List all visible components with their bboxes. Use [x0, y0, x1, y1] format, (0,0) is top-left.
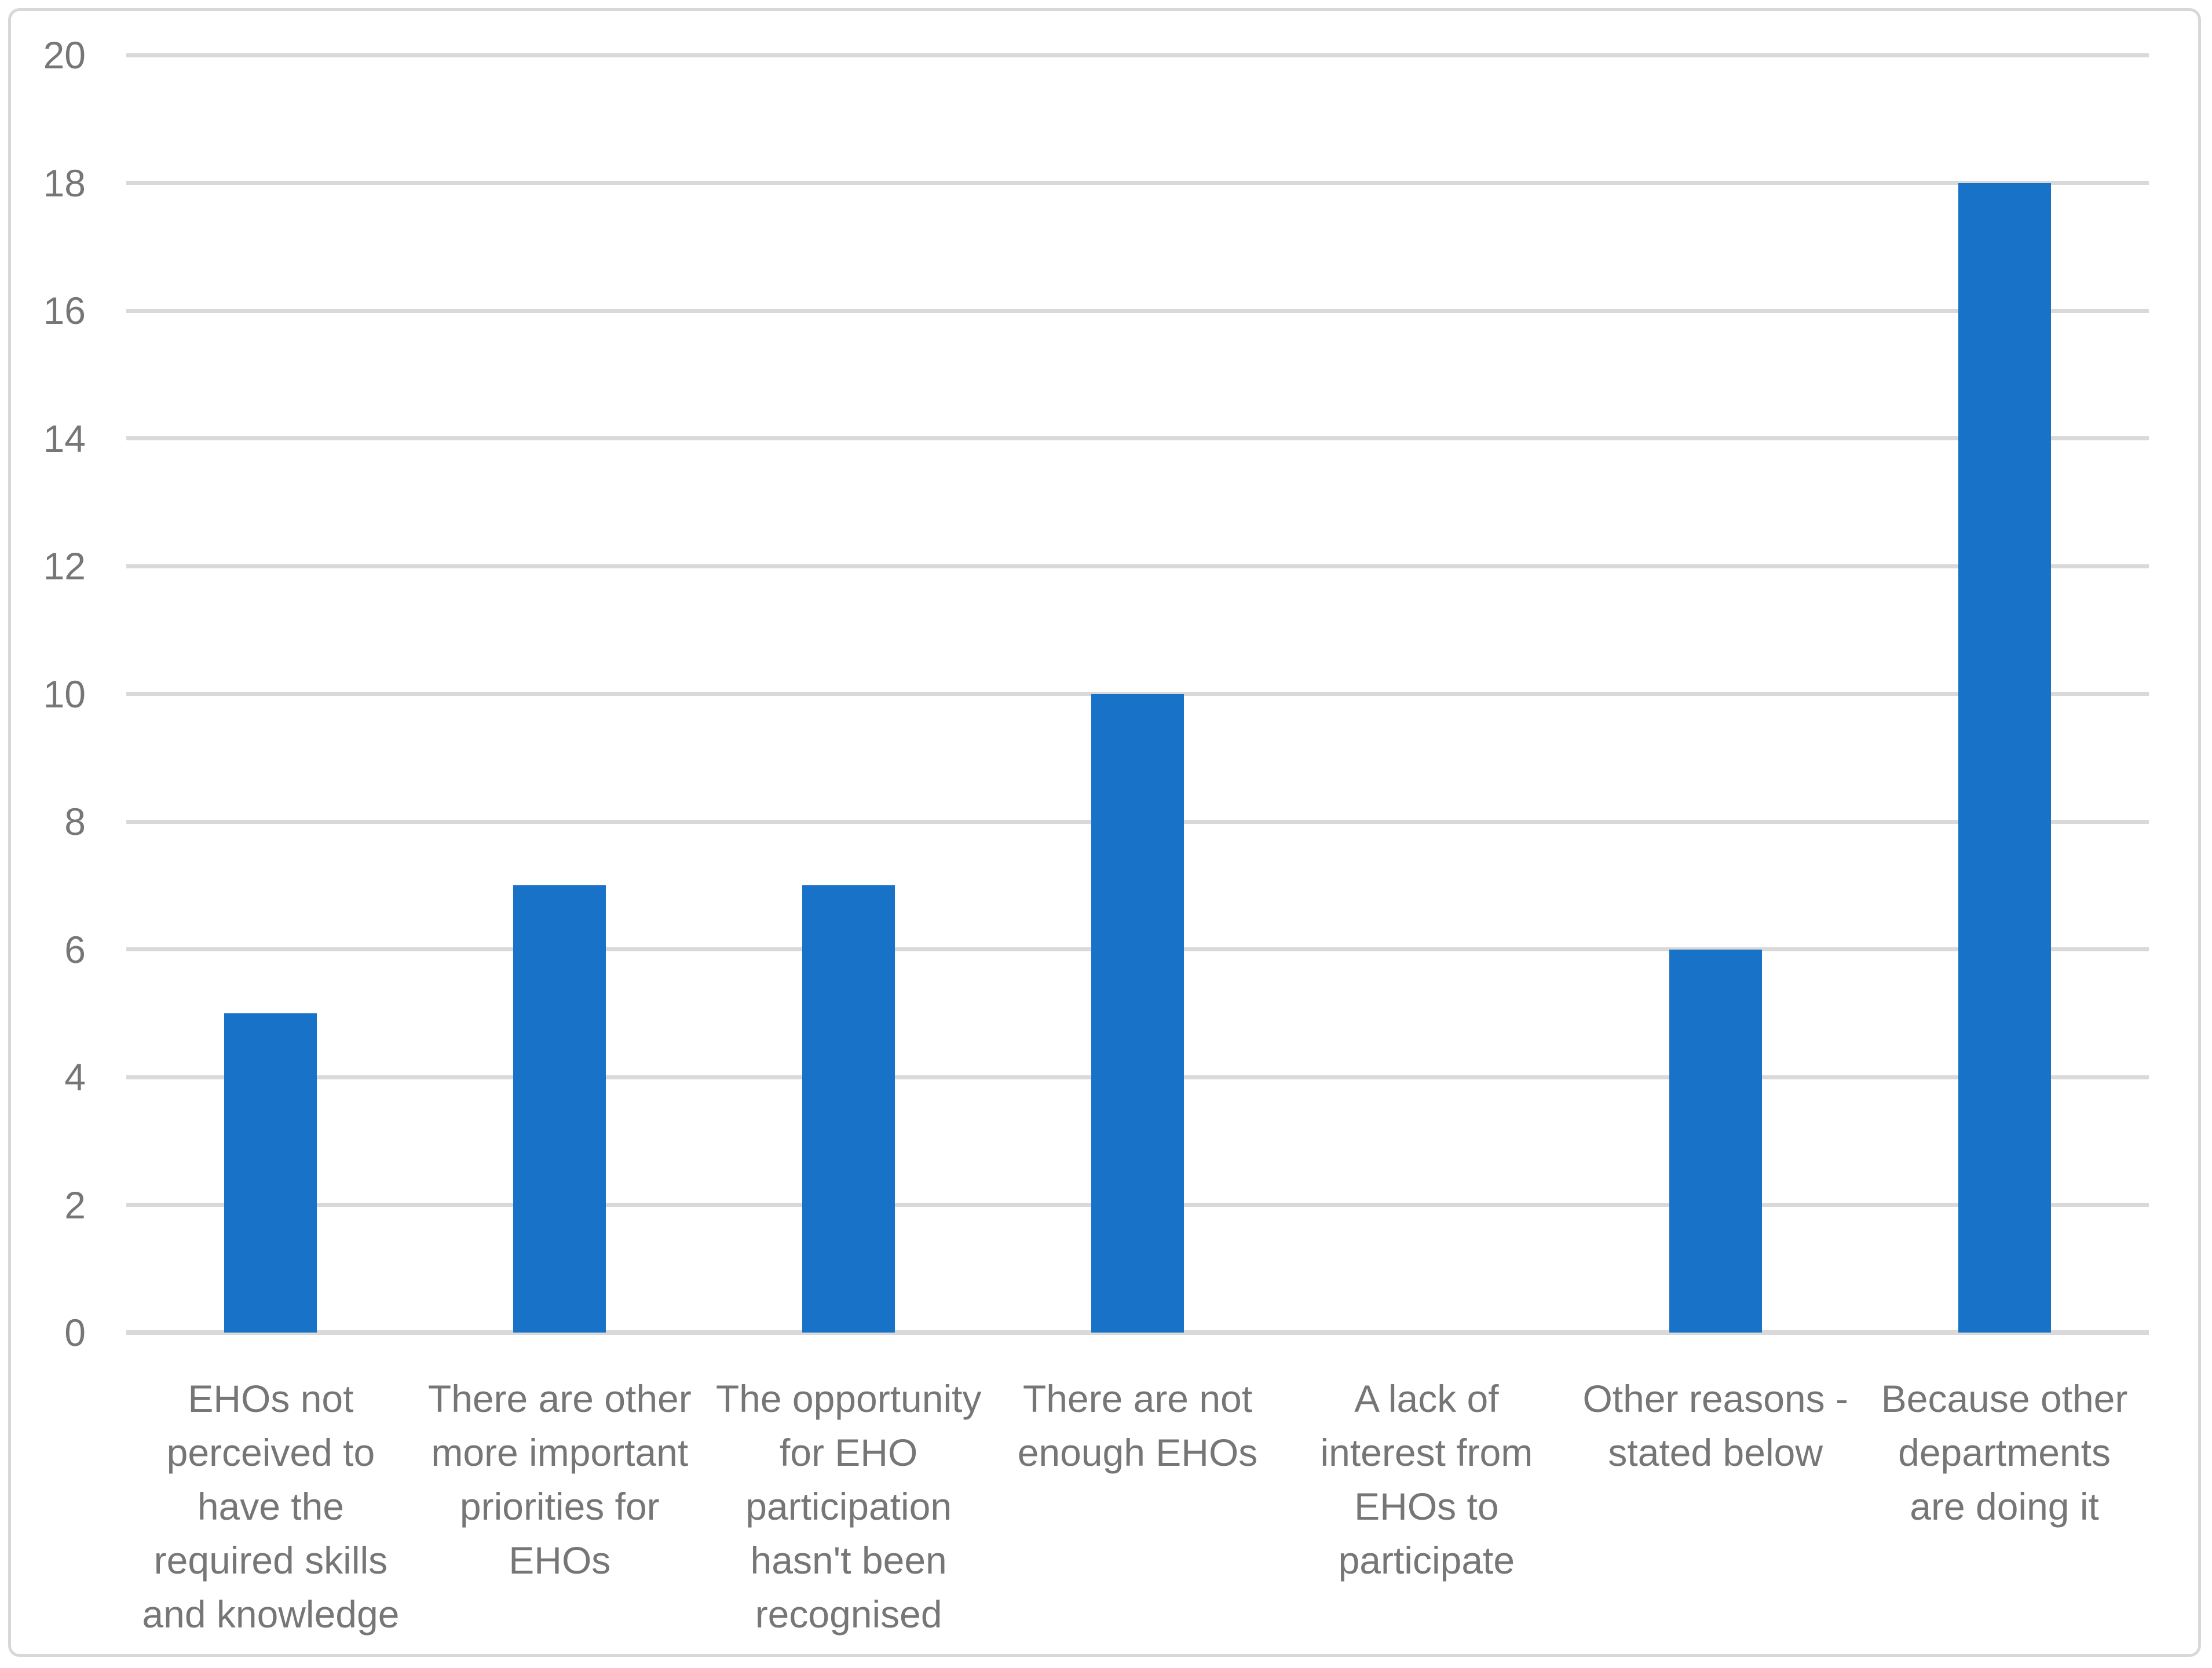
- chart-border: [8, 8, 2201, 1657]
